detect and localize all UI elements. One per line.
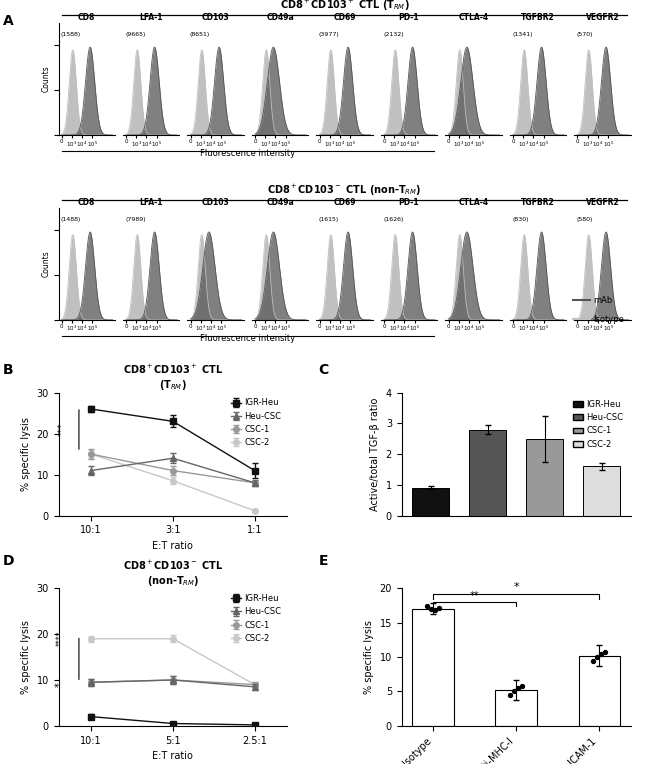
Legend: IGR-Heu, Heu-CSC, CSC-1, CSC-2: IGR-Heu, Heu-CSC, CSC-1, CSC-2 <box>569 397 627 452</box>
Bar <box>412 609 454 726</box>
Point <box>434 601 444 613</box>
Text: C: C <box>318 363 329 377</box>
Y-axis label: % specific lysis: % specific lysis <box>21 620 31 694</box>
Title: CD103: CD103 <box>202 198 229 207</box>
Text: (1341): (1341) <box>512 32 532 37</box>
Title: TGFBR2: TGFBR2 <box>521 198 555 207</box>
Text: B: B <box>3 363 14 377</box>
Bar <box>412 488 449 516</box>
Title: CD8: CD8 <box>78 13 96 22</box>
Title: VEGFR2: VEGFR2 <box>586 198 619 207</box>
Y-axis label: % specific lysis: % specific lysis <box>364 620 374 694</box>
Title: CD8: CD8 <box>78 198 96 207</box>
Title: CD69: CD69 <box>333 198 356 207</box>
Point <box>513 682 523 694</box>
Legend: IGR-Heu, Heu-CSC, CSC-1, CSC-2: IGR-Heu, Heu-CSC, CSC-1, CSC-2 <box>229 397 283 448</box>
Bar <box>583 467 620 516</box>
Text: (3977): (3977) <box>318 32 339 37</box>
Text: CD8$^+$CD103$^+$ CTL (T$_{RM}$): CD8$^+$CD103$^+$ CTL (T$_{RM}$) <box>280 0 410 13</box>
Text: (1615): (1615) <box>318 217 339 222</box>
Text: E: E <box>318 554 328 568</box>
Text: (1488): (1488) <box>60 217 81 222</box>
Point <box>430 604 440 617</box>
Title: CD69: CD69 <box>333 13 356 22</box>
Legend: IGR-Heu, Heu-CSC, CSC-1, CSC-2: IGR-Heu, Heu-CSC, CSC-1, CSC-2 <box>229 593 283 644</box>
Text: (1626): (1626) <box>384 217 404 222</box>
Text: *: * <box>55 682 65 687</box>
Text: (8651): (8651) <box>190 32 210 37</box>
Text: (1588): (1588) <box>60 32 81 37</box>
Text: (580): (580) <box>577 217 593 222</box>
Title: CTLA-4: CTLA-4 <box>458 198 489 207</box>
Title: CD103: CD103 <box>202 13 229 22</box>
Point <box>422 600 432 612</box>
Text: Fluorescence intensity: Fluorescence intensity <box>200 334 295 343</box>
Title: CD8$^+$CD103$^-$ CTL
(non-T$_{RM}$): CD8$^+$CD103$^-$ CTL (non-T$_{RM}$) <box>123 559 223 588</box>
Title: PD-1: PD-1 <box>398 198 419 207</box>
Text: (2132): (2132) <box>384 32 404 37</box>
Title: CTLA-4: CTLA-4 <box>458 13 489 22</box>
Point <box>600 646 610 658</box>
Title: CD49a: CD49a <box>266 198 294 207</box>
Point <box>505 689 515 701</box>
Title: LFA-1: LFA-1 <box>139 13 162 22</box>
Text: CD8$^+$CD103$^-$ CTL (non-T$_{RM}$): CD8$^+$CD103$^-$ CTL (non-T$_{RM}$) <box>267 183 422 198</box>
Title: TGFBR2: TGFBR2 <box>521 13 555 22</box>
Title: VEGFR2: VEGFR2 <box>586 13 619 22</box>
Title: PD-1: PD-1 <box>398 13 419 22</box>
Bar <box>578 656 620 726</box>
Point <box>426 603 436 615</box>
Bar <box>495 690 537 726</box>
Point <box>592 651 603 663</box>
Text: (7989): (7989) <box>125 217 146 222</box>
Point <box>509 685 519 698</box>
Y-axis label: Active/total TGF-β ratio: Active/total TGF-β ratio <box>370 397 380 511</box>
Bar <box>469 429 506 516</box>
Y-axis label: Counts: Counts <box>42 66 51 92</box>
Title: CD49a: CD49a <box>266 13 294 22</box>
Text: **: ** <box>470 591 479 601</box>
Text: A: A <box>3 14 14 28</box>
Text: (570): (570) <box>577 32 593 37</box>
Y-axis label: % specific lysis: % specific lysis <box>21 417 31 491</box>
Title: LFA-1: LFA-1 <box>139 198 162 207</box>
Y-axis label: Counts: Counts <box>42 251 51 277</box>
Bar <box>526 439 563 516</box>
Text: Fluorescence intensity: Fluorescence intensity <box>200 149 295 158</box>
Title: CD8$^+$CD103$^+$ CTL
(T$_{RM}$): CD8$^+$CD103$^+$ CTL (T$_{RM}$) <box>123 364 223 393</box>
Text: ***: *** <box>58 422 67 436</box>
Text: *: * <box>514 582 519 592</box>
X-axis label: E:T ratio: E:T ratio <box>153 541 193 551</box>
Text: (9665): (9665) <box>125 32 146 37</box>
Point <box>588 655 599 667</box>
Text: ****: **** <box>56 631 64 646</box>
Text: (830): (830) <box>512 217 528 222</box>
Text: mAb: mAb <box>593 296 612 305</box>
X-axis label: E:T ratio: E:T ratio <box>153 751 193 761</box>
Text: Isotype: Isotype <box>593 315 624 324</box>
Text: D: D <box>3 554 15 568</box>
Point <box>596 648 606 660</box>
Point <box>517 680 527 692</box>
